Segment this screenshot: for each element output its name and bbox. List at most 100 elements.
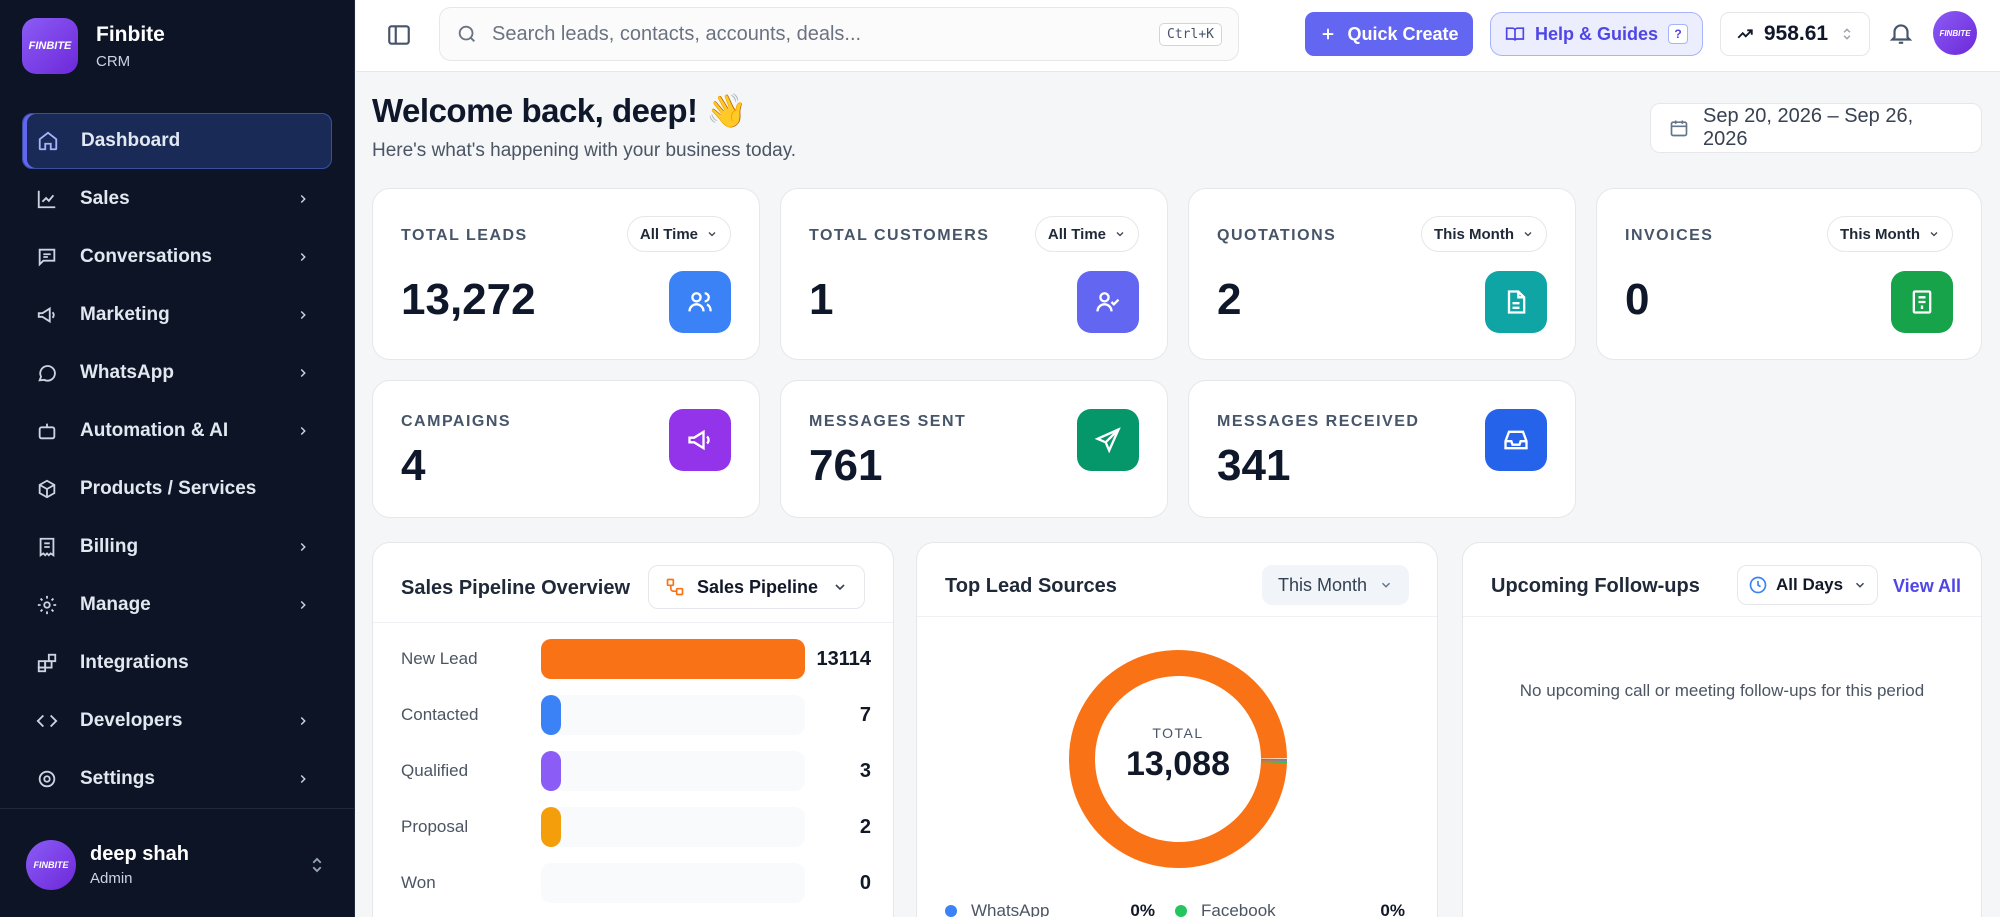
pipeline-stage-label: Proposal [401,817,469,836]
pipeline-stage-value: 2 [859,815,871,838]
lead-sources-panel: Top Lead Sources This Month TOTAL 13,088… [916,542,1438,917]
users-icon [669,271,731,333]
code-icon [36,710,58,732]
ticker-widget[interactable]: 958.61 [1720,12,1870,56]
chart-line-icon [36,188,58,210]
sidebar-item-products[interactable]: Products / Services [22,461,332,517]
stat-card-messages-received: MESSAGES RECEIVED 341 [1188,380,1576,518]
stat-label: MESSAGES RECEIVED [1217,413,1420,430]
followups-filter[interactable]: All Days [1737,565,1879,605]
search-placeholder: Search leads, contacts, accounts, deals.… [492,22,862,45]
receipt-icon [1891,271,1953,333]
lead-sources-filter-label: This Month [1277,574,1367,595]
followups-filter-label: All Days [1776,575,1844,594]
clock-icon [1749,576,1767,594]
sidebar-item-label: Marketing [80,304,170,325]
pipeline-row[interactable]: Contacted 7 [401,695,871,735]
sidebar-item-label: Manage [80,594,151,615]
stat-value: 4 [401,441,426,490]
pipeline-stage-label: Won [401,873,436,892]
help-badge: ? [1668,24,1689,44]
donut-total-value: 13,088 [1126,745,1230,783]
legend-swatch [1175,905,1187,917]
stat-label: TOTAL LEADS [401,227,528,244]
panel-title: Upcoming Follow-ups [1491,575,1700,597]
legend-value: 0% [1380,901,1405,917]
user-menu[interactable]: FINBITE deep shah Admin [26,840,326,890]
sidebar-nav: Dashboard Sales Conversations Marketing … [22,113,332,809]
stat-card-invoices: INVOICES This Month 0 [1596,188,1982,360]
pipeline-select[interactable]: Sales Pipeline [647,565,865,609]
pipeline-row[interactable]: Qualified 3 [401,751,871,791]
bot-icon [36,420,58,442]
quick-create-label: Quick Create [1347,23,1459,44]
pipeline-stage-label: Contacted [401,705,479,724]
pipeline-row[interactable]: New Lead 13114 [401,639,871,679]
sidebar-item-whatsapp[interactable]: WhatsApp [22,345,332,401]
pipeline-bar [541,751,561,791]
inbox-icon [1485,409,1547,471]
chevron-right-icon [300,426,306,436]
calendar-icon [1670,120,1688,137]
blocks-icon [36,652,58,674]
pipeline-bar [541,807,561,847]
page-subtitle: Here's what's happening with your busine… [372,140,797,161]
avatar[interactable]: FINBITE [1933,11,1977,55]
chevron-down-icon [1524,232,1532,237]
sidebar-item-manage[interactable]: Manage [22,577,332,633]
sidebar-divider [0,808,355,809]
legend-value: 0% [1130,901,1155,917]
chevron-right-icon [300,716,306,726]
sidebar-toggle-icon[interactable] [386,22,412,48]
chevron-right-icon [300,252,306,262]
stat-label: CAMPAIGNS [401,413,512,430]
sidebar-item-dashboard[interactable]: Dashboard [22,113,332,169]
panel-title: Sales Pipeline Overview [401,577,631,599]
pipeline-row[interactable]: Won 0 [401,863,871,903]
stat-label: INVOICES [1625,227,1714,244]
pipeline-row[interactable]: Proposal 2 [401,807,871,847]
pipeline-stage-label: New Lead [401,649,478,668]
pipeline-bar-track [541,695,805,735]
chevron-right-icon [300,368,306,378]
chevron-right-icon [300,194,306,204]
sidebar-item-settings[interactable]: Settings [22,751,332,807]
stat-filter[interactable]: All Time [626,216,731,252]
settings-icon [36,768,58,790]
pipeline-stage-value: 0 [859,871,871,894]
search-input[interactable]: Search leads, contacts, accounts, deals.… [439,7,1239,61]
help-guides-button[interactable]: Help & Guides ? [1490,12,1703,56]
brand[interactable]: FINBITE Finbite CRM [22,18,165,74]
chat-bubble-icon [36,362,58,384]
sidebar-item-marketing[interactable]: Marketing [22,287,332,343]
donut-chart [1069,650,1287,868]
home-icon [37,130,59,152]
pipeline-stage-value: 7 [859,703,871,726]
empty-state: No upcoming call or meeting follow-ups f… [1519,681,1925,700]
brand-logo: FINBITE [22,18,78,74]
donut-slice[interactable] [1069,650,1287,868]
user-check-icon [1077,271,1139,333]
sidebar-item-automation[interactable]: Automation & AI [22,403,332,459]
stat-card-total-customers: TOTAL CUSTOMERS All Time 1 [780,188,1168,360]
date-range-picker[interactable]: Sep 20, 2026 – Sep 26, 2026 [1650,103,1982,153]
sidebar-item-integrations[interactable]: Integrations [22,635,332,691]
sidebar-item-label: Settings [80,768,155,789]
bell-icon[interactable] [1888,20,1914,46]
pipeline-stage-label: Qualified [401,761,469,780]
sidebar-item-billing[interactable]: Billing [22,519,332,575]
quick-create-button[interactable]: Quick Create [1305,12,1473,56]
sidebar-item-developers[interactable]: Developers [22,693,332,749]
megaphone-icon [669,409,731,471]
view-all-link[interactable]: View All [1893,576,1962,596]
receipt-icon [36,536,58,558]
lead-sources-filter[interactable]: This Month [1261,565,1409,605]
stat-filter[interactable]: This Month [1827,216,1953,252]
sidebar-item-sales[interactable]: Sales [22,171,332,227]
stat-card-messages-sent: MESSAGES SENT 761 [780,380,1168,518]
stat-filter[interactable]: This Month [1421,216,1547,252]
stat-filter[interactable]: All Time [1034,216,1139,252]
pipeline-bar [541,639,805,679]
send-icon [1077,409,1139,471]
sidebar-item-conversations[interactable]: Conversations [22,229,332,285]
